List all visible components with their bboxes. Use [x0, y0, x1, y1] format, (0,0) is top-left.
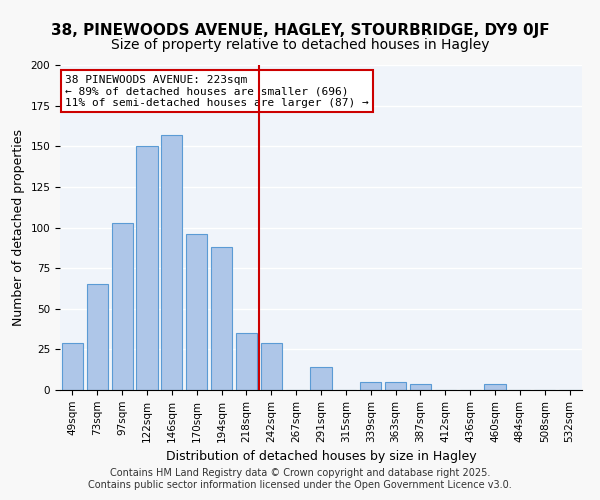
Bar	[310, 367, 332, 390]
Bar	[87, 284, 108, 390]
Bar	[136, 146, 158, 390]
Bar	[261, 343, 282, 390]
Bar	[161, 135, 182, 390]
Text: Size of property relative to detached houses in Hagley: Size of property relative to detached ho…	[111, 38, 489, 52]
Bar	[62, 343, 83, 390]
Bar	[410, 384, 431, 390]
Bar	[360, 382, 381, 390]
Bar	[484, 384, 506, 390]
Bar	[385, 382, 406, 390]
X-axis label: Distribution of detached houses by size in Hagley: Distribution of detached houses by size …	[166, 450, 476, 463]
Bar	[186, 234, 207, 390]
Bar	[112, 222, 133, 390]
Text: Contains HM Land Registry data © Crown copyright and database right 2025.
Contai: Contains HM Land Registry data © Crown c…	[88, 468, 512, 490]
Bar	[211, 247, 232, 390]
Text: 38, PINEWOODS AVENUE, HAGLEY, STOURBRIDGE, DY9 0JF: 38, PINEWOODS AVENUE, HAGLEY, STOURBRIDG…	[50, 22, 550, 38]
Text: 38 PINEWOODS AVENUE: 223sqm
← 89% of detached houses are smaller (696)
11% of se: 38 PINEWOODS AVENUE: 223sqm ← 89% of det…	[65, 74, 369, 108]
Y-axis label: Number of detached properties: Number of detached properties	[12, 129, 25, 326]
Bar	[236, 333, 257, 390]
